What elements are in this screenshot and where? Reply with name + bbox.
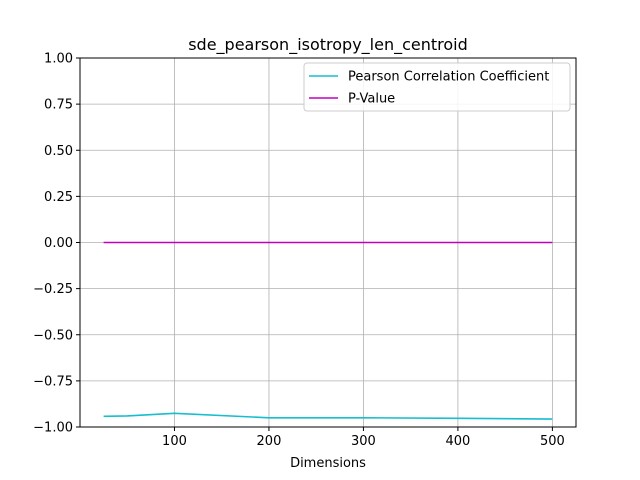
y-tick-label: 0.75 — [44, 98, 73, 113]
x-tick-label: 200 — [257, 434, 282, 449]
y-tick-label: 0.25 — [44, 190, 73, 205]
legend-label: Pearson Correlation Coefficient — [348, 70, 549, 85]
y-tick-label: −0.50 — [33, 328, 73, 343]
x-tick-label: 500 — [540, 434, 565, 449]
series-line-pearson — [103, 412, 553, 420]
y-tick-label: 0.00 — [44, 236, 73, 251]
y-tick-label: −1.00 — [33, 421, 73, 436]
legend: Pearson Correlation Coefficient P-Value — [303, 62, 571, 112]
y-tick-label: 0.50 — [44, 144, 73, 159]
x-tick-label: 400 — [445, 434, 470, 449]
x-tick-label: 100 — [162, 434, 187, 449]
legend-label: P-Value — [348, 92, 395, 107]
y-tick-label: 1.00 — [44, 52, 73, 67]
x-axis-title: Dimensions — [290, 456, 366, 471]
y-tick-label: −0.75 — [33, 374, 73, 389]
ticks-layer: 100 200 300 400 500 −1.00 −0.75 −0.50 −0.25 0.00 0… — [33, 52, 565, 450]
legend-box — [303, 62, 571, 112]
series-layer — [103, 241, 553, 420]
y-tick-label: −0.25 — [33, 282, 73, 297]
x-tick-label: 300 — [351, 434, 376, 449]
chart-title: sde_pearson_isotropy_len_centroid — [188, 35, 468, 55]
